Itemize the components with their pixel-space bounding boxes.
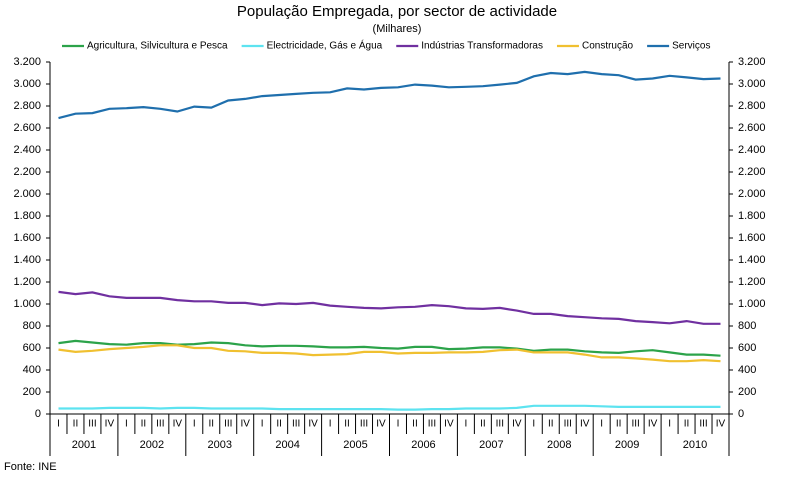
chart-title: População Empregada, por sector de activ…: [237, 3, 557, 20]
legend-label: Construção: [582, 41, 634, 52]
y2-tick-label: 2.600: [738, 122, 766, 134]
x-tick-label: IV: [376, 419, 386, 430]
x-tick-label: IV: [716, 419, 726, 430]
x-tick-label: I: [329, 419, 332, 430]
x-tick-label: I: [193, 419, 196, 430]
x-group-label: 2002: [140, 439, 164, 451]
x-tick-label: III: [631, 419, 639, 430]
x-tick-label: III: [496, 419, 504, 430]
y2-tick-label: 1.200: [738, 276, 766, 288]
y-tick-label: 600: [23, 342, 41, 354]
y-tick-label: 400: [23, 364, 41, 376]
y-tick-label: 200: [23, 386, 41, 398]
y2-tick-label: 3.000: [738, 78, 766, 90]
x-tick-label: III: [360, 419, 368, 430]
x-tick-label: IV: [648, 419, 658, 430]
x-group-label: 2003: [208, 439, 232, 451]
x-tick-label: IV: [240, 419, 250, 430]
x-group-label: 2008: [547, 439, 571, 451]
x-tick-label: III: [156, 419, 164, 430]
x-group-label: 2006: [411, 439, 435, 451]
chart-subtitle: (Milhares): [373, 23, 422, 35]
y2-tick-label: 400: [738, 364, 756, 376]
x-tick-label: III: [564, 419, 572, 430]
series-line: [58, 344, 721, 363]
y2-tick-label: 1.400: [738, 254, 766, 266]
y2-tick-label: 2.200: [738, 166, 766, 178]
y2-tick-label: 1.600: [738, 232, 766, 244]
y-tick-label: 0: [35, 408, 41, 420]
legend-label: Agricultura, Silvicultura e Pesca: [87, 41, 228, 52]
legend-label: Electricidade, Gás e Água: [267, 39, 383, 52]
x-tick-label: IV: [105, 419, 115, 430]
y2-tick-label: 2.000: [738, 188, 766, 200]
x-group-label: 2010: [683, 439, 707, 451]
x-group-label: 2004: [275, 439, 299, 451]
x-tick-label: IV: [512, 419, 522, 430]
x-tick-label: II: [344, 419, 350, 430]
y-tick-label: 1.000: [13, 298, 41, 310]
x-group-label: 2001: [72, 439, 96, 451]
series-line: [58, 290, 721, 325]
y-tick-label: 2.000: [13, 188, 41, 200]
x-tick-label: II: [208, 419, 214, 430]
y-tick-label: 2.800: [13, 100, 41, 112]
x-tick-label: II: [73, 419, 79, 430]
y-tick-label: 1.600: [13, 232, 41, 244]
x-tick-label: IV: [444, 419, 454, 430]
y-tick-label: 3.000: [13, 78, 41, 90]
x-tick-label: IV: [580, 419, 590, 430]
x-tick-label: I: [125, 419, 128, 430]
y2-tick-label: 2.800: [738, 100, 766, 112]
series-line: [58, 404, 721, 411]
y2-tick-label: 800: [738, 320, 756, 332]
x-group-label: 2007: [479, 439, 503, 451]
y2-tick-label: 600: [738, 342, 756, 354]
x-tick-label: III: [428, 419, 436, 430]
y-tick-label: 1.800: [13, 210, 41, 222]
y2-tick-label: 1.800: [738, 210, 766, 222]
series-line: [58, 339, 721, 357]
legend-label: Indústrias Transformadoras: [421, 41, 543, 52]
x-tick-label: II: [684, 419, 690, 430]
y-tick-label: 800: [23, 320, 41, 332]
x-tick-label: I: [397, 419, 400, 430]
source: Fonte: INE: [4, 461, 57, 473]
x-tick-label: II: [141, 419, 147, 430]
series-line: [58, 70, 721, 120]
legend-label: Serviços: [672, 41, 710, 52]
x-tick-label: III: [224, 419, 232, 430]
x-group-label: 2005: [343, 439, 367, 451]
x-tick-label: I: [600, 419, 603, 430]
x-group-label: 2009: [615, 439, 639, 451]
x-tick-label: I: [261, 419, 264, 430]
y-tick-label: 3.200: [13, 56, 41, 68]
x-tick-label: IV: [173, 419, 183, 430]
y2-tick-label: 200: [738, 386, 756, 398]
y2-tick-label: 3.200: [738, 56, 766, 68]
y-tick-label: 1.400: [13, 254, 41, 266]
y-tick-label: 2.600: [13, 122, 41, 134]
y2-tick-label: 0: [738, 408, 744, 420]
x-tick-label: II: [276, 419, 282, 430]
x-tick-label: I: [57, 419, 60, 430]
x-tick-label: II: [412, 419, 418, 430]
x-tick-label: II: [616, 419, 622, 430]
x-tick-label: I: [464, 419, 467, 430]
x-tick-label: I: [668, 419, 671, 430]
y-tick-label: 2.200: [13, 166, 41, 178]
y-tick-label: 1.200: [13, 276, 41, 288]
x-tick-label: II: [548, 419, 554, 430]
y2-tick-label: 2.400: [738, 144, 766, 156]
y-tick-label: 2.400: [13, 144, 41, 156]
x-tick-label: III: [292, 419, 300, 430]
y2-tick-label: 1.000: [738, 298, 766, 310]
x-tick-label: III: [699, 419, 707, 430]
x-tick-label: IV: [308, 419, 318, 430]
x-tick-label: I: [532, 419, 535, 430]
x-tick-label: II: [480, 419, 486, 430]
x-tick-label: III: [88, 419, 96, 430]
